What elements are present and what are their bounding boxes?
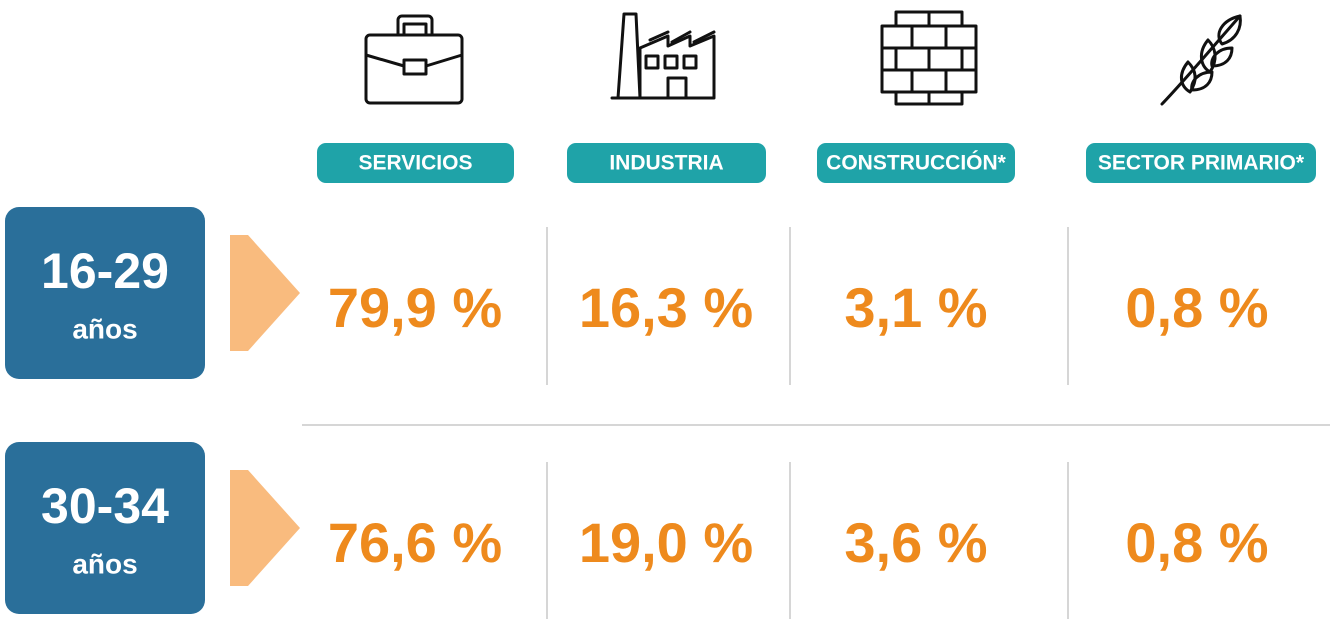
percentage: 3,1 % <box>844 276 987 339</box>
age-range: 16-29 <box>41 243 169 299</box>
age-badge <box>5 207 205 379</box>
wheat-icon <box>1160 14 1242 106</box>
factory-icon <box>610 12 716 100</box>
briefcase-icon <box>364 14 464 105</box>
sector-pill <box>567 143 766 183</box>
age-unit: años <box>72 548 137 579</box>
percentage: 0,8 % <box>1125 276 1268 339</box>
sector-pill <box>317 143 514 183</box>
arrow <box>230 470 300 586</box>
age-range: 30-34 <box>41 478 169 534</box>
sector-label: CONSTRUCCIÓN* <box>826 151 1006 175</box>
bricks-icon <box>880 10 978 106</box>
sector-pill <box>817 143 1015 183</box>
sector-label: SERVICIOS <box>359 152 473 175</box>
percentage: 3,6 % <box>844 511 987 574</box>
arrow <box>230 235 300 351</box>
percentage: 19,0 % <box>579 511 753 574</box>
age-unit: años <box>72 313 137 344</box>
age-badge <box>5 442 205 614</box>
sector-label: INDUSTRIA <box>609 152 723 175</box>
percentage: 76,6 % <box>328 511 502 574</box>
percentage: 79,9 % <box>328 276 502 339</box>
percentage: 16,3 % <box>579 276 753 339</box>
percentage: 0,8 % <box>1125 511 1268 574</box>
sector-label: SECTOR PRIMARIO* <box>1098 152 1305 175</box>
sector-pill <box>1086 143 1316 183</box>
